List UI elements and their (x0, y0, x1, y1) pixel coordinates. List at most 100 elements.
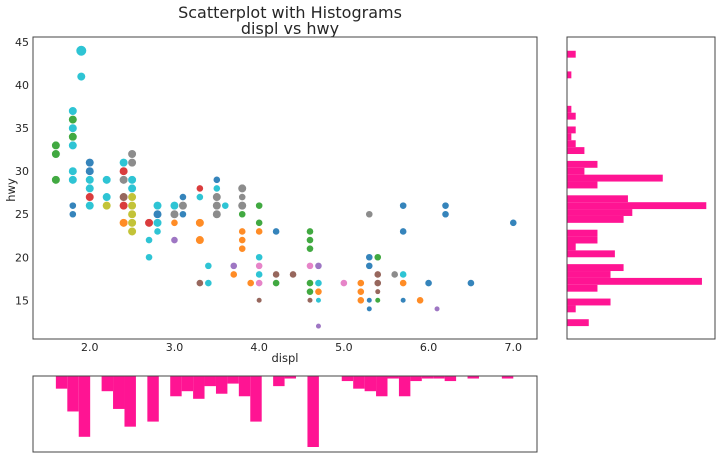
displ-histogram-bar (215, 376, 228, 394)
data-point (51, 140, 61, 151)
data-point (169, 201, 180, 211)
hwy-histogram-bar (567, 147, 585, 155)
data-point (127, 149, 137, 159)
hwy-histogram-bar (567, 284, 598, 292)
data-point (255, 218, 264, 227)
displ-histogram-bar (398, 376, 411, 397)
data-point (229, 261, 238, 270)
displ-histogram-bar (55, 376, 68, 389)
hwy-histogram-bar (567, 202, 707, 210)
data-point (195, 184, 204, 193)
data-point (119, 218, 129, 228)
hwy-histogram-bar (567, 229, 598, 237)
data-point (212, 209, 222, 219)
data-point (306, 261, 314, 270)
data-point (255, 261, 264, 270)
hwy-histogram-bar (567, 140, 576, 148)
chart-title: Scatterplot with Histograms (178, 3, 402, 22)
data-point (272, 227, 281, 236)
hwy-histogram-bar (567, 236, 598, 244)
x-tick-label: 7.0 (505, 341, 523, 354)
x-tick-label: 6.0 (420, 341, 438, 354)
displ-histogram-bar (353, 376, 365, 389)
data-point (144, 218, 154, 228)
data-point (356, 279, 365, 287)
data-point (195, 235, 205, 245)
data-point (314, 287, 323, 296)
data-point (102, 175, 112, 185)
data-point (390, 270, 399, 279)
x-tick-label: 5.0 (335, 341, 353, 354)
displ-histogram-bar (421, 376, 434, 379)
data-point (212, 201, 222, 211)
y-tick-label: 35 (15, 122, 29, 135)
data-point (373, 279, 382, 287)
data-point (212, 192, 222, 202)
y-tick-label: 40 (15, 79, 29, 92)
hwy-histogram-bar (567, 298, 611, 306)
data-point (339, 279, 348, 287)
displ-histogram-bar (410, 376, 422, 382)
data-point (272, 270, 281, 279)
data-point (75, 45, 87, 57)
data-point (399, 279, 408, 287)
displ-histogram-bar (273, 376, 285, 387)
data-point (373, 270, 382, 279)
data-point (179, 210, 187, 219)
displ-histogram-bar (124, 376, 136, 427)
data-point (169, 209, 180, 219)
data-point (238, 227, 247, 236)
displ-histogram-bar (113, 376, 125, 409)
data-point (68, 114, 78, 125)
data-point (314, 261, 323, 270)
hwy-histogram-bar (567, 209, 633, 216)
data-point (416, 296, 425, 305)
data-point (366, 305, 373, 312)
data-point (306, 244, 314, 253)
displ-histogram-bar (170, 376, 182, 397)
data-point (119, 166, 129, 176)
data-point (365, 253, 374, 262)
data-point (255, 227, 264, 236)
data-point (237, 183, 247, 194)
x-tick-label: 4.0 (250, 341, 268, 354)
data-point (195, 279, 204, 287)
hwy-histogram-bar (567, 305, 576, 313)
data-point (68, 210, 77, 219)
chart-subtitle: displ vs hwy (241, 19, 339, 38)
data-point (127, 158, 137, 168)
data-point (238, 236, 247, 244)
scatter-plot: 2.0 3.0 4.0 5.0 6.0 7.0 15 20 25 30 35 40 45 (15, 36, 522, 354)
data-point (212, 175, 221, 184)
data-point (85, 183, 95, 194)
data-point (246, 279, 255, 287)
y-tick-label: 15 (15, 294, 29, 307)
data-point (127, 192, 137, 202)
data-point (229, 270, 238, 279)
data-point (152, 209, 163, 219)
hwy-histogram-bar (567, 250, 615, 258)
displ-histogram-bar (238, 376, 251, 397)
data-point (170, 236, 179, 244)
data-point (255, 201, 264, 210)
data-point (195, 218, 205, 228)
data-point (255, 279, 264, 287)
data-point (441, 201, 450, 210)
data-point (467, 279, 475, 287)
data-point (365, 261, 374, 270)
data-point (179, 193, 187, 201)
data-point (356, 287, 365, 296)
data-point (145, 253, 153, 262)
hwy-histogram-bar (567, 112, 576, 120)
scatter-frame (32, 36, 538, 340)
displ-histogram-bar (433, 376, 445, 379)
data-point (238, 193, 247, 201)
data-point (102, 201, 112, 211)
data-point (306, 279, 314, 287)
hwy-histogram-bar (567, 126, 576, 134)
displ-histogram-bar (67, 376, 79, 412)
data-point (85, 192, 95, 202)
data-point (272, 279, 281, 287)
